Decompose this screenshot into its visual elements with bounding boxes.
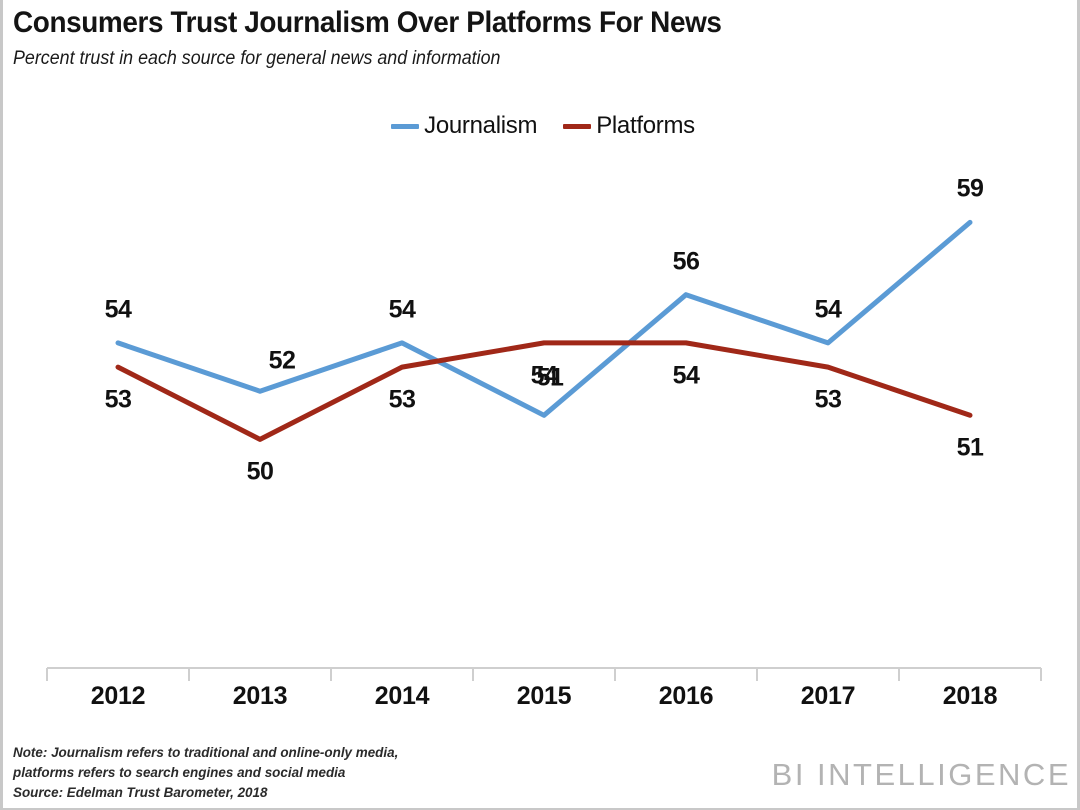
x-tick-label-2013: 2013: [232, 682, 288, 710]
data-label-journalism-2018: 59: [956, 174, 984, 203]
data-label-journalism-2013: 52: [268, 346, 296, 375]
data-label-journalism-2014: 54: [388, 295, 416, 324]
page-title: Consumers Trust Journalism Over Platform…: [13, 6, 722, 39]
data-label-journalism-2012: 54: [104, 295, 132, 324]
chart-header: Consumers Trust Journalism Over Platform…: [13, 4, 1067, 71]
legend-item-journalism[interactable]: Journalism: [391, 112, 537, 140]
legend-label: Platforms: [596, 112, 695, 139]
footnote-line-1: Note: Journalism refers to traditional a…: [13, 744, 399, 760]
x-tick-label-2015: 2015: [516, 682, 572, 710]
x-tick-label-2012: 2012: [90, 682, 146, 710]
bi-intelligence-watermark: BI INTELLIGENCE: [771, 757, 1071, 792]
x-axis-tick-labels: 2012 2013 2014 2015 2016 2017 2018: [47, 682, 1041, 711]
chart-legend: Journalism Platforms: [3, 112, 1080, 140]
source-line: Source: Edelman Trust Barometer, 2018: [13, 784, 268, 800]
legend-label: Journalism: [424, 112, 538, 139]
legend-swatch-icon: [563, 123, 592, 129]
data-label-journalism-2017: 54: [814, 295, 842, 324]
data-label-journalism-2016: 56: [672, 247, 700, 276]
x-tick-label-2018: 2018: [942, 682, 998, 710]
data-label-platforms-2014: 53: [388, 385, 416, 414]
series-lines: [115, 219, 973, 442]
legend-item-platforms[interactable]: Platforms: [563, 112, 695, 140]
data-label-platforms-2013: 50: [246, 457, 274, 486]
x-axis: [46, 667, 1042, 681]
data-label-platforms-2018: 51: [956, 433, 984, 462]
data-label-platforms-2012: 53: [104, 385, 132, 414]
x-tick-label-2016: 2016: [658, 682, 714, 710]
chart-subtitle: Percent trust in each source for general…: [13, 48, 501, 69]
data-label-platforms-2015: 54: [530, 361, 558, 390]
x-tick-label-2017: 2017: [800, 682, 856, 710]
x-tick-label-2014: 2014: [374, 682, 430, 710]
footnote: Note: Journalism refers to traditional a…: [13, 742, 398, 802]
data-label-journalism-2015: 51: [536, 363, 564, 392]
footnote-line-2: platforms refers to search engines and s…: [13, 764, 346, 780]
data-label-platforms-2016: 54: [672, 361, 700, 390]
data-label-platforms-2017: 53: [814, 385, 842, 414]
legend-swatch-icon: [391, 123, 420, 129]
